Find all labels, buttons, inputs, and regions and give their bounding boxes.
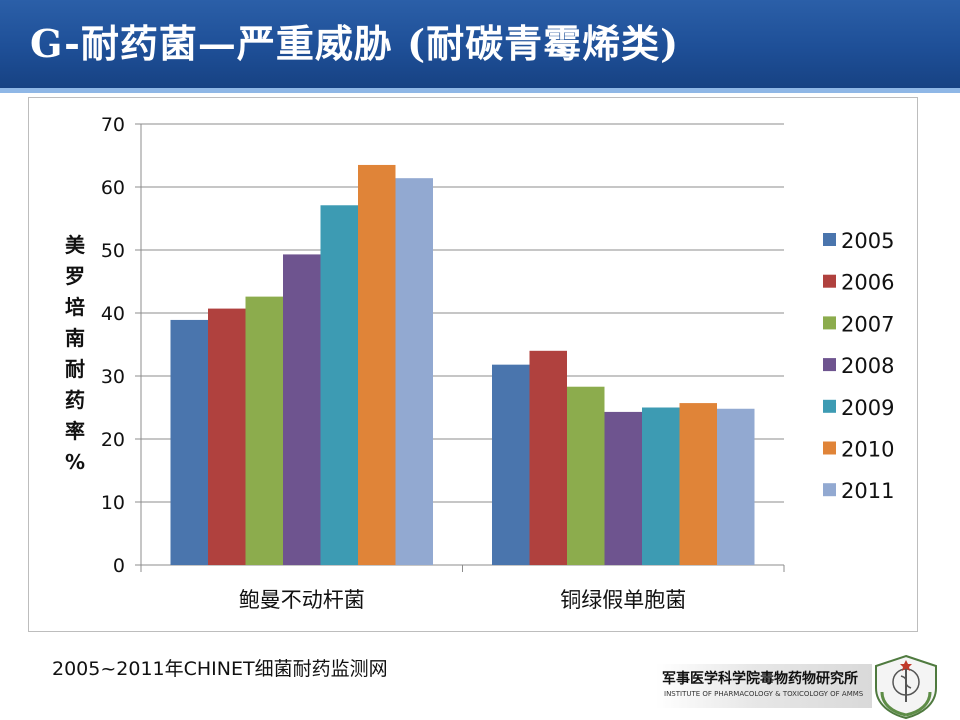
y-tick-label: 30 (101, 366, 125, 388)
emblem-icon (875, 654, 937, 720)
legend-swatch-2010 (823, 441, 836, 455)
bar-2010-1 (679, 403, 717, 565)
legend-swatch-2005 (823, 233, 836, 246)
logo-band (656, 664, 872, 708)
data-source: 2005~2011年CHINET细菌耐药监测网 (52, 658, 388, 680)
logo-name-cn: 军事医学科学院毒物药物研究所 (662, 671, 858, 687)
slide-title: G-耐药菌—严重威胁 (耐碳青霉烯类) (30, 21, 680, 66)
bar-2011-1 (717, 408, 755, 565)
bar-2006-1 (529, 350, 567, 565)
bar-2007-0 (245, 296, 283, 565)
legend-swatch-2006 (823, 274, 836, 288)
legend-label-2007: 2007 (841, 312, 894, 336)
bar-2008-1 (604, 411, 642, 565)
bar-2009-0 (320, 205, 358, 565)
bar-2006-0 (208, 308, 246, 565)
logo-name-en: INSTITUTE OF PHARMACOLOGY & TOXICOLOGY O… (664, 690, 864, 698)
y-tick-label: 50 (101, 240, 125, 262)
legend-label-2005: 2005 (841, 229, 894, 253)
bar-2010-0 (358, 164, 396, 565)
x-tick-label: 铜绿假单胞菌 (560, 588, 686, 612)
title-bar: G-耐药菌—严重威胁 (耐碳青霉烯类) (0, 0, 960, 93)
y-axis-label: 美罗培南耐药率% (64, 233, 86, 474)
bar-2007-1 (567, 386, 605, 565)
bar-2008-0 (283, 254, 321, 565)
legend-swatch-2007 (823, 316, 836, 330)
legend-label-2009: 2009 (841, 396, 894, 420)
y-tick-label: 10 (101, 492, 125, 514)
legend-label-2011: 2011 (841, 479, 894, 503)
y-tick-label: 40 (101, 303, 125, 325)
bar-2011-0 (395, 178, 433, 565)
legend-label-2010: 2010 (841, 438, 894, 462)
y-tick-label: 70 (101, 114, 125, 136)
legend-label-2008: 2008 (841, 354, 894, 378)
institute-logo: 军事医学科学院毒物药物研究所 INSTITUTE OF PHARMACOLOGY… (656, 646, 960, 720)
legend-swatch-2008 (823, 358, 836, 372)
legend-swatch-2011 (823, 483, 836, 497)
y-tick-label: 0 (113, 555, 125, 577)
legend-label-2006: 2006 (841, 271, 894, 295)
x-tick-label: 鲍曼不动杆菌 (239, 588, 365, 612)
bar-2005-0 (170, 319, 208, 565)
bar-2005-1 (492, 364, 530, 565)
y-tick-label: 60 (101, 177, 125, 199)
y-tick-label: 20 (101, 429, 125, 451)
legend-swatch-2009 (823, 399, 836, 413)
bar-2009-1 (642, 407, 680, 565)
